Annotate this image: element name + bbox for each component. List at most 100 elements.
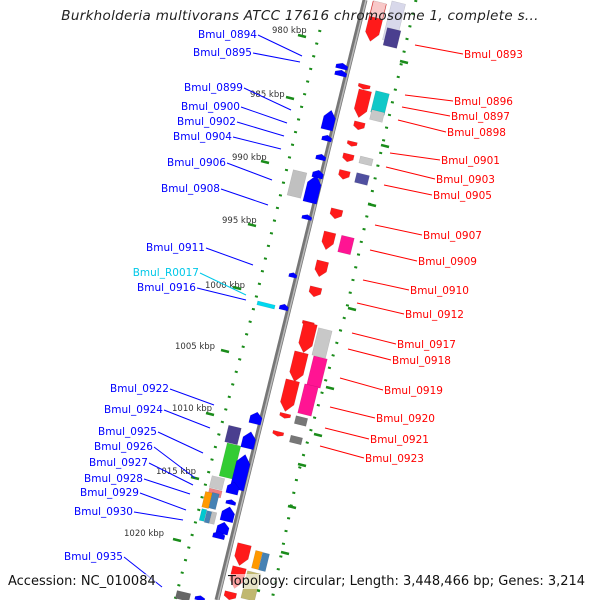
forward-gene-arrow[interactable] — [225, 481, 241, 496]
gene-label[interactable]: Bmul_0930 — [74, 506, 133, 518]
gene-feature-box[interactable] — [297, 383, 319, 417]
gene-feature-box[interactable] — [370, 90, 390, 116]
gene-label[interactable]: Bmul_0923 — [365, 453, 424, 465]
forward-gene-arrow[interactable] — [278, 303, 289, 312]
gene-label[interactable]: Bmul_0918 — [392, 355, 451, 367]
gene-feature-box[interactable] — [369, 109, 385, 123]
forward-gene-arrow[interactable] — [302, 174, 323, 205]
gene-label[interactable]: Bmul_0926 — [94, 441, 153, 453]
gene-feature-box[interactable] — [286, 169, 308, 199]
gene-feature-box[interactable] — [289, 434, 303, 446]
forward-gene-arrow[interactable] — [219, 505, 236, 524]
reverse-gene-arrow[interactable] — [320, 230, 337, 251]
gene-label[interactable]: Bmul_0898 — [447, 127, 506, 139]
reverse-gene-arrow[interactable] — [278, 378, 300, 413]
reverse-gene-arrow[interactable] — [272, 429, 285, 437]
gene-label[interactable]: Bmul_0907 — [423, 230, 482, 242]
reverse-gene-arrow[interactable] — [233, 542, 252, 568]
gene-label[interactable]: Bmul_0902 — [177, 116, 236, 128]
gene-feature-box[interactable] — [311, 327, 333, 359]
gene-feature-box[interactable] — [382, 27, 402, 49]
reverse-gene-arrow[interactable] — [353, 120, 366, 131]
gene-label[interactable]: Bmul_0906 — [167, 157, 226, 169]
gene-feature-box[interactable] — [256, 300, 276, 310]
gene-label[interactable]: Bmul_0893 — [464, 49, 523, 61]
gene-label[interactable]: Bmul_0935 — [64, 551, 123, 563]
gene-label[interactable]: Bmul_0895 — [193, 47, 252, 59]
reverse-gene-arrow[interactable] — [352, 88, 372, 119]
gene-label[interactable]: Bmul_0903 — [436, 174, 495, 186]
gene-label-leader — [324, 427, 370, 440]
reverse-gene-arrow[interactable] — [223, 590, 238, 600]
forward-gene-arrow[interactable] — [229, 453, 252, 492]
gene-label[interactable]: Bmul_0911 — [146, 242, 205, 254]
gene-feature-box[interactable] — [201, 491, 213, 509]
gene-label[interactable]: Bmul_0897 — [451, 111, 510, 123]
gene-feature-box[interactable] — [369, 0, 387, 20]
gene-label[interactable]: Bmul_0901 — [441, 155, 500, 167]
reverse-gene-arrow[interactable] — [329, 207, 344, 221]
forward-gene-arrow[interactable] — [240, 430, 258, 451]
gene-label[interactable]: Bmul_0904 — [173, 131, 232, 143]
gene-feature-box[interactable] — [337, 234, 355, 256]
gene-label[interactable]: Bmul_0909 — [418, 256, 477, 268]
gene-label[interactable]: Bmul_0925 — [98, 426, 157, 438]
reverse-gene-arrow[interactable] — [357, 82, 371, 91]
gene-label[interactable]: Bmul_0924 — [104, 404, 163, 416]
gene-label[interactable]: Bmul_0899 — [184, 82, 243, 94]
gene-label[interactable]: Bmul_0917 — [397, 339, 456, 351]
forward-gene-arrow[interactable] — [301, 213, 313, 221]
gene-label[interactable]: Bmul_0894 — [198, 29, 257, 41]
gene-label-leader — [257, 34, 303, 57]
forward-gene-arrow[interactable] — [334, 69, 348, 78]
forward-gene-arrow[interactable] — [248, 411, 264, 426]
gene-label[interactable]: Bmul_0921 — [370, 434, 429, 446]
forward-gene-arrow[interactable] — [321, 134, 333, 143]
gene-feature-box[interactable] — [208, 475, 226, 491]
gene-feature-box[interactable] — [251, 550, 263, 570]
gene-label[interactable]: Bmul_R0017 — [133, 267, 199, 279]
gene-feature-box[interactable] — [208, 492, 220, 510]
gene-label[interactable]: Bmul_0916 — [137, 282, 196, 294]
gene-label[interactable]: Bmul_0922 — [110, 383, 169, 395]
reverse-gene-arrow[interactable] — [342, 152, 355, 163]
gene-label[interactable]: Bmul_0920 — [376, 413, 435, 425]
gene-feature-box[interactable] — [203, 510, 213, 524]
gene-feature-box[interactable] — [293, 415, 309, 427]
gene-label[interactable]: Bmul_0896 — [454, 96, 513, 108]
gene-feature-box[interactable] — [224, 424, 242, 446]
gene-feature-box[interactable] — [258, 552, 270, 572]
gene-label[interactable]: Bmul_0900 — [181, 101, 240, 113]
forward-gene-arrow[interactable] — [315, 153, 327, 162]
forward-gene-arrow[interactable] — [225, 498, 237, 506]
gene-label[interactable]: Bmul_0908 — [161, 183, 220, 195]
gene-feature-box[interactable] — [174, 590, 192, 600]
reverse-gene-arrow[interactable] — [297, 321, 318, 354]
gene-label[interactable]: Bmul_0927 — [89, 457, 148, 469]
gene-feature-box[interactable] — [306, 355, 328, 389]
gene-label[interactable]: Bmul_0929 — [80, 487, 139, 499]
forward-gene-arrow[interactable] — [320, 109, 337, 132]
reverse-gene-arrow[interactable] — [346, 140, 358, 147]
gene-label[interactable]: Bmul_0910 — [410, 285, 469, 297]
forward-gene-arrow[interactable] — [194, 594, 206, 600]
gene-label[interactable]: Bmul_0928 — [84, 473, 143, 485]
gene-feature-box[interactable] — [358, 155, 374, 167]
forward-gene-arrow[interactable] — [212, 530, 226, 541]
reverse-gene-arrow[interactable] — [288, 350, 309, 383]
map-title: Burkholderia multivorans ATCC 17616 chro… — [61, 8, 539, 24]
reverse-gene-arrow[interactable] — [313, 259, 330, 278]
reverse-gene-arrow[interactable] — [338, 169, 351, 180]
reverse-gene-arrow[interactable] — [279, 411, 292, 419]
gene-feature-box[interactable] — [208, 511, 218, 525]
gene-feature-box[interactable] — [198, 508, 208, 522]
gene-feature-box[interactable] — [354, 172, 370, 186]
reverse-gene-arrow[interactable] — [308, 285, 323, 299]
gene-label[interactable]: Bmul_0905 — [433, 190, 492, 202]
forward-gene-arrow[interactable] — [288, 272, 298, 279]
forward-gene-arrow[interactable] — [335, 62, 349, 71]
gene-label-leader — [226, 162, 273, 181]
gene-label-leader — [397, 119, 447, 133]
gene-label[interactable]: Bmul_0912 — [405, 309, 464, 321]
gene-label[interactable]: Bmul_0919 — [384, 385, 443, 397]
